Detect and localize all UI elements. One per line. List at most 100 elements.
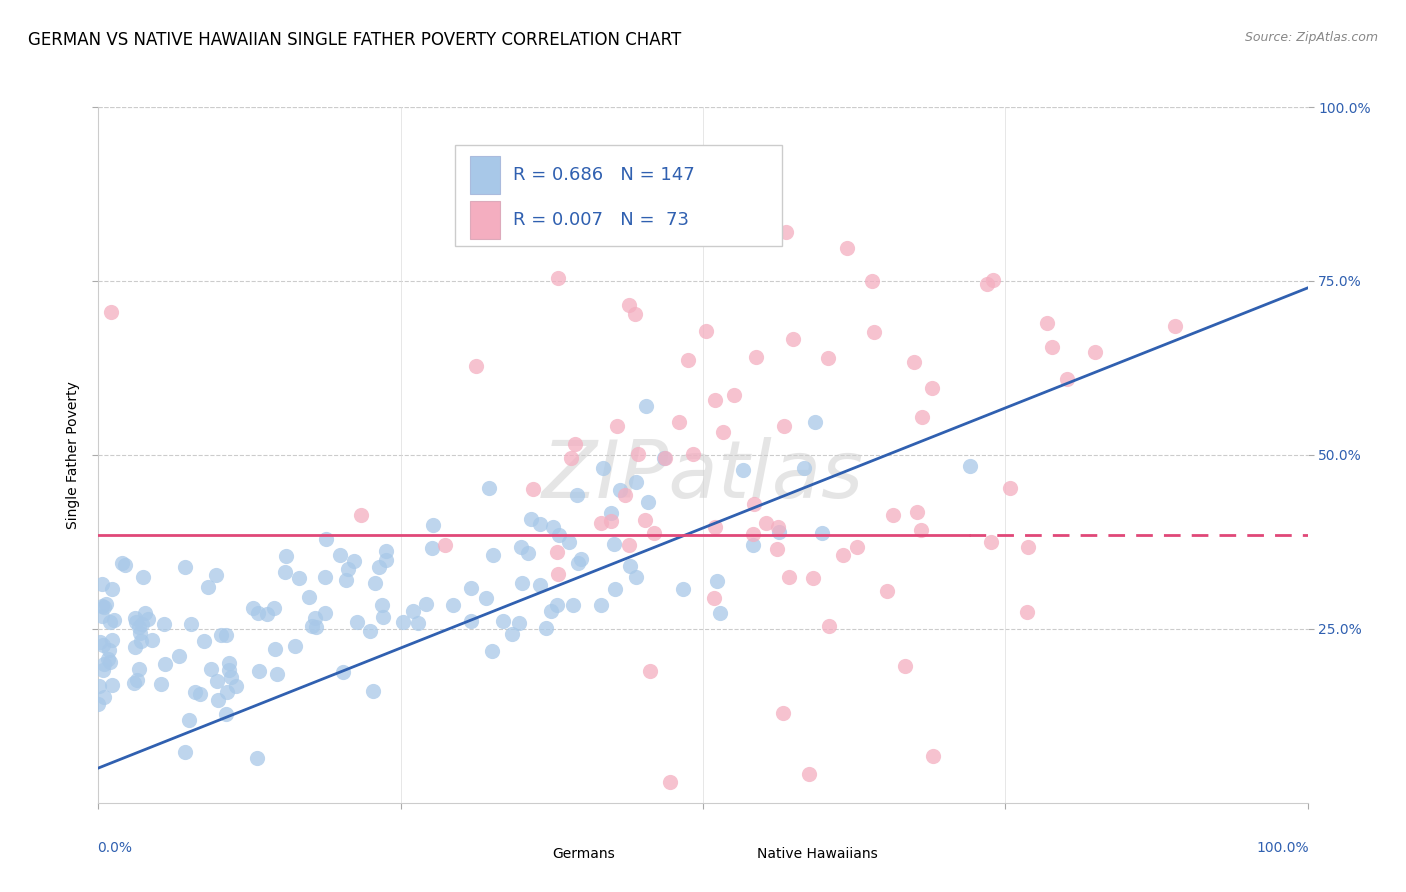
Point xyxy=(184,684,207,698)
Point xyxy=(460,581,482,595)
Point xyxy=(141,632,163,647)
FancyBboxPatch shape xyxy=(509,839,540,868)
Point xyxy=(128,626,150,640)
Point xyxy=(547,271,569,285)
Point xyxy=(134,606,156,620)
Point xyxy=(998,481,1021,495)
FancyBboxPatch shape xyxy=(716,839,745,868)
Point xyxy=(375,553,398,567)
Point xyxy=(406,616,429,631)
Point xyxy=(401,604,423,618)
Point xyxy=(603,582,626,596)
Point xyxy=(742,497,765,511)
Point xyxy=(346,615,368,629)
Point xyxy=(1015,605,1038,619)
Point xyxy=(460,614,482,628)
Point xyxy=(128,620,150,634)
Point xyxy=(547,528,569,542)
Point xyxy=(627,447,650,461)
Point xyxy=(91,609,114,624)
Point xyxy=(204,568,226,582)
Point xyxy=(606,419,628,434)
Point xyxy=(441,598,464,612)
Point xyxy=(591,516,613,530)
Point xyxy=(247,665,270,679)
Point xyxy=(695,324,717,338)
Point xyxy=(256,607,278,621)
Point xyxy=(981,272,1004,286)
Point xyxy=(980,534,1002,549)
Point xyxy=(225,679,247,693)
Point xyxy=(862,275,884,289)
Point xyxy=(174,745,197,759)
Text: ZIPatlas: ZIPatlas xyxy=(541,437,865,515)
Point xyxy=(512,576,534,591)
Point xyxy=(741,538,763,552)
Point xyxy=(87,698,110,712)
Point xyxy=(634,399,657,413)
Point xyxy=(373,610,395,624)
Point xyxy=(613,488,636,502)
Point xyxy=(837,241,859,255)
Point xyxy=(101,632,124,647)
Point xyxy=(150,677,173,691)
Point xyxy=(592,460,614,475)
Point xyxy=(246,751,269,765)
Point xyxy=(96,598,118,612)
Point xyxy=(619,559,641,574)
Point xyxy=(910,524,932,538)
Y-axis label: Single Father Poverty: Single Father Poverty xyxy=(66,381,80,529)
Point xyxy=(536,622,558,636)
Point xyxy=(124,611,146,625)
Point xyxy=(288,571,311,585)
Point xyxy=(337,562,360,576)
Point xyxy=(298,591,321,605)
Point xyxy=(793,461,815,475)
Point xyxy=(640,665,662,679)
Point xyxy=(617,298,640,312)
Point xyxy=(921,381,943,395)
Point xyxy=(114,558,136,573)
Point xyxy=(817,351,839,365)
Point xyxy=(343,554,366,568)
Text: Source: ZipAtlas.com: Source: ZipAtlas.com xyxy=(1244,31,1378,45)
Point xyxy=(193,634,215,648)
Point xyxy=(637,495,659,509)
Point xyxy=(152,617,174,632)
Point xyxy=(547,567,569,582)
Point xyxy=(731,463,754,477)
Point xyxy=(98,655,121,669)
Point xyxy=(211,628,233,642)
Text: R = 0.686   N = 147: R = 0.686 N = 147 xyxy=(513,166,695,184)
Point xyxy=(93,657,115,672)
Point xyxy=(364,575,387,590)
Point xyxy=(328,548,350,562)
Point xyxy=(263,600,285,615)
Point xyxy=(124,615,146,630)
Point xyxy=(375,543,398,558)
Point xyxy=(905,505,928,519)
Point xyxy=(219,670,242,684)
Point xyxy=(782,332,804,346)
Point xyxy=(755,516,778,530)
Point xyxy=(111,556,134,570)
Point xyxy=(862,325,884,339)
Point xyxy=(301,619,323,633)
Point xyxy=(704,519,727,533)
Point xyxy=(624,307,647,321)
Point xyxy=(433,538,456,552)
Point xyxy=(87,679,110,693)
Point xyxy=(709,606,731,620)
Point xyxy=(564,437,586,451)
Point xyxy=(704,392,727,407)
Point xyxy=(546,545,568,559)
Point xyxy=(136,612,159,626)
Point xyxy=(129,634,152,648)
Point xyxy=(976,277,998,291)
Point xyxy=(91,663,114,677)
Point xyxy=(766,519,789,533)
Point xyxy=(682,447,704,461)
Point xyxy=(711,425,734,439)
Text: 0.0%: 0.0% xyxy=(97,841,132,855)
Point xyxy=(522,482,544,496)
